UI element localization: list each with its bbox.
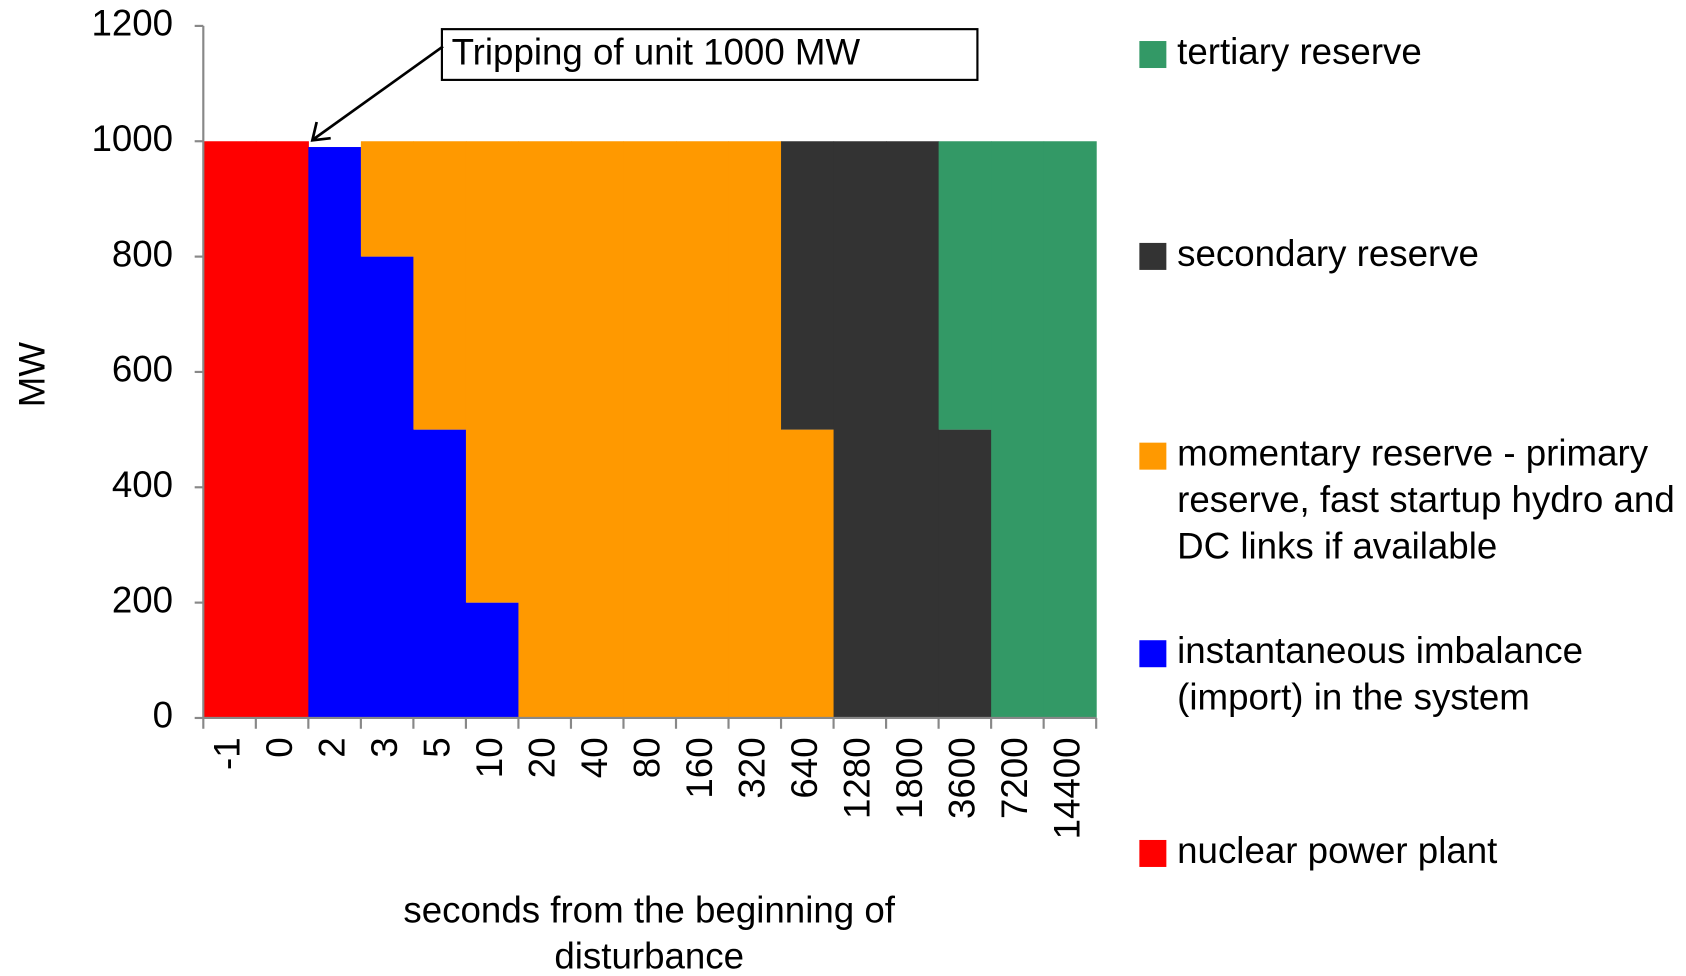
bar-segment: [255, 141, 309, 718]
legend-label: tertiary reserve: [1177, 31, 1422, 72]
x-tick-label: 80: [626, 737, 667, 778]
x-tick-label: 1800: [889, 737, 930, 819]
x-tick-label: 10: [469, 737, 510, 778]
legend-swatch: [1139, 41, 1167, 69]
x-tick-label: 320: [731, 737, 772, 798]
x-tick-label: 1280: [837, 737, 878, 819]
bar-segment: [413, 429, 467, 718]
legend-label: momentary reserve - primary reserve, fast…: [1177, 432, 1675, 566]
bar-segment: [623, 141, 677, 718]
bar-segment: [518, 141, 572, 718]
y-tick-label: 800: [112, 233, 173, 274]
bar-segment: [413, 141, 467, 430]
annotation: Tripping of unit 1000 MW: [452, 32, 861, 73]
bar-segment: [781, 429, 835, 718]
y-tick-label: 200: [112, 579, 173, 620]
arrow-head: [310, 121, 331, 142]
y-tick-label: 600: [112, 349, 173, 390]
legend-swatch: [1139, 442, 1167, 470]
x-tick-label: 5: [416, 737, 457, 757]
bar-segment: [938, 429, 992, 718]
x-tick-label: 2: [311, 737, 352, 757]
x-tick-label: -1: [206, 737, 247, 770]
x-tick-label: 160: [679, 737, 720, 798]
y-tick-label: 1000: [91, 118, 173, 159]
y-axis-title: MW: [12, 342, 53, 408]
x-tick-label: 14400: [1047, 737, 1088, 839]
legend-swatch: [1139, 640, 1167, 668]
annotation-arrow: [312, 45, 444, 141]
bar-segment: [991, 141, 1045, 718]
bar-segment: [938, 141, 992, 430]
legend-swatch: [1139, 242, 1167, 270]
x-tick-label: 640: [784, 737, 825, 798]
x-tick-label: 0: [259, 737, 300, 757]
bar-segment: [360, 141, 414, 257]
y-tick-label: 0: [153, 695, 173, 736]
x-tick-label: 7200: [994, 737, 1035, 819]
annotation-box: [440, 28, 979, 81]
x-tick-label: 3600: [942, 737, 983, 819]
bar-segment: [465, 602, 519, 718]
bar-segment: [1043, 141, 1097, 718]
bar-segment: [833, 141, 887, 718]
x-tick-label: 3: [364, 737, 405, 757]
bar-segment: [781, 141, 835, 430]
y-tick-label: 400: [112, 464, 173, 505]
legend-label: instantaneous imbalance (import) in the s…: [1177, 630, 1583, 717]
bar-segment: [886, 141, 940, 718]
bar-segment: [465, 141, 519, 603]
bar-segment: [203, 141, 257, 718]
y-tick-label: 1200: [91, 3, 173, 44]
legend-label: secondary reserve: [1177, 233, 1479, 274]
x-tick-label: 20: [521, 737, 562, 778]
bar-segment: [570, 141, 625, 718]
x-tick-label: 40: [574, 737, 615, 778]
bar-segment: [308, 147, 362, 718]
bar-segment: [728, 141, 782, 718]
bar-segment: [676, 141, 730, 718]
bar-segment: [360, 256, 414, 718]
x-axis-title: seconds from the beginning of disturbance: [403, 889, 895, 976]
legend-label: nuclear power plant: [1177, 830, 1497, 871]
legend-swatch: [1139, 839, 1167, 867]
